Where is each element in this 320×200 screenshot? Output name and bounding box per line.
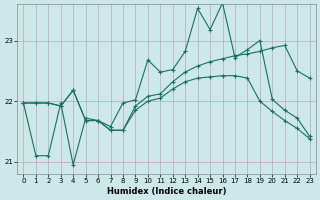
X-axis label: Humidex (Indice chaleur): Humidex (Indice chaleur): [107, 187, 226, 196]
